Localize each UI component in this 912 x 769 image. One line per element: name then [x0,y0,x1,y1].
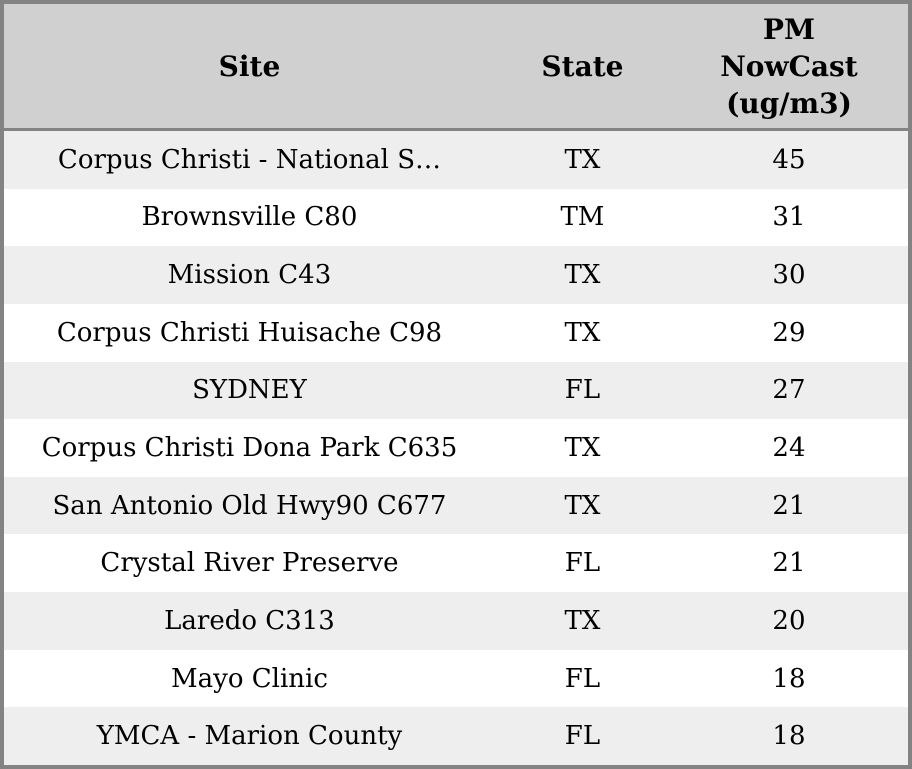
pm-value-cell: 31 [772,202,806,233]
table-row: Corpus Christi - National S… TX 45 [4,131,908,189]
pm-value-cell: 45 [772,144,806,175]
table-row: Corpus Christi Huisache C98 TX 29 [4,303,908,362]
column-header-site: Site [218,49,281,83]
state-cell: TX [564,433,601,464]
site-cell: San Antonio Old Hwy90 C677 [52,490,447,521]
table-row: Mission C43 TX 30 [4,246,908,304]
table-row: Mayo Clinic FL 18 [4,649,908,708]
pm-value-cell: 18 [772,663,806,694]
site-cell: Brownsville C80 [141,202,358,233]
table-row: SYDNEY FL 27 [4,361,908,420]
state-cell: TX [564,317,601,348]
site-cell: Crystal River Preserve [100,548,399,579]
site-cell: YMCA - Marion County [96,721,403,752]
state-cell: FL [564,663,601,694]
pm-value-cell: 18 [772,721,806,752]
state-cell: FL [564,721,601,752]
pm-value-cell: 24 [772,433,806,464]
table-header-row: Site State PM NowCast (ug/m3) [4,4,908,131]
site-cell: Corpus Christi Huisache C98 [56,317,443,348]
site-cell: Mission C43 [167,260,332,291]
pm-value-cell: 20 [772,605,806,636]
pm-value-cell: 21 [772,548,806,579]
pm-value-cell: 29 [772,317,806,348]
site-cell: SYDNEY [192,375,307,406]
column-header-pm-nowcast: PM NowCast (ug/m3) [720,12,858,120]
site-cell: Corpus Christi - National S… [57,144,442,175]
state-cell: TX [564,144,601,175]
site-cell: Corpus Christi Dona Park C635 [41,433,458,464]
column-header-state: State [541,49,624,83]
pm-value-cell: 27 [772,375,806,406]
table-row: Corpus Christi Dona Park C635 TX 24 [4,419,908,477]
state-cell: TX [564,490,601,521]
state-cell: FL [564,375,601,406]
table-row: Laredo C313 TX 20 [4,592,908,650]
table-body: Corpus Christi - National S… TX 45 Brown… [4,131,908,766]
state-cell: FL [564,548,601,579]
pm-value-cell: 21 [772,490,806,521]
state-cell: TM [560,202,605,233]
table-row: San Antonio Old Hwy90 C677 TX 21 [4,476,908,535]
state-cell: TX [564,260,601,291]
table-row: YMCA - Marion County FL 18 [4,707,908,766]
table-row: Brownsville C80 TM 31 [4,188,908,247]
site-cell: Mayo Clinic [171,663,328,694]
state-cell: TX [564,605,601,636]
site-cell: Laredo C313 [164,605,335,636]
table-row: Crystal River Preserve FL 21 [4,534,908,593]
pm-value-cell: 30 [772,260,806,291]
